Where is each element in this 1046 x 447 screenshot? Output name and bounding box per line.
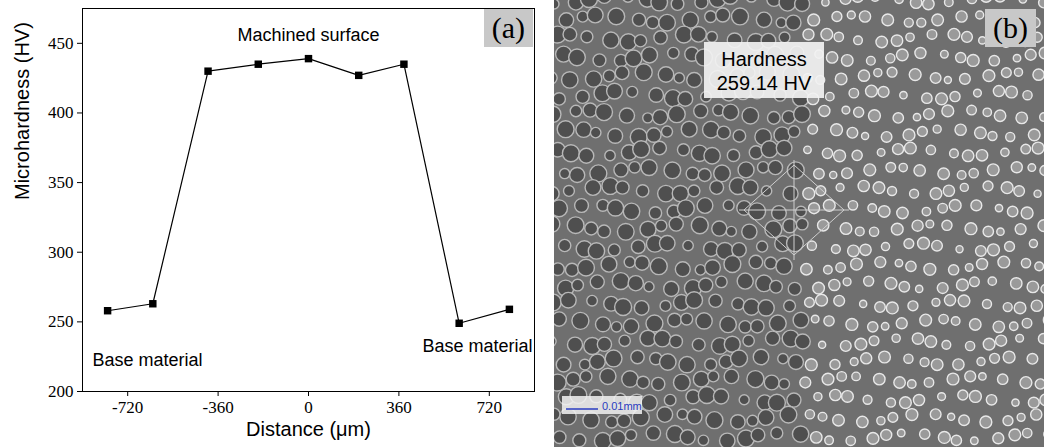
svg-text:400: 400	[48, 103, 74, 122]
svg-text:200: 200	[48, 382, 74, 401]
svg-text:Machined surface: Machined surface	[237, 25, 379, 45]
svg-text:-720: -720	[112, 398, 143, 417]
svg-text:-360: -360	[203, 398, 234, 417]
svg-text:259.14 HV: 259.14 HV	[717, 72, 812, 94]
svg-text:Hardness: Hardness	[721, 48, 807, 70]
svg-text:Microhardness (HV): Microhardness (HV)	[11, 22, 33, 200]
html-text:(a): (a)	[491, 11, 525, 44]
svg-text:0.01mm: 0.01mm	[602, 400, 642, 412]
svg-text:Distance (μm): Distance (μm)	[246, 418, 371, 440]
svg-text:Base material: Base material	[93, 350, 203, 370]
svg-text:300: 300	[48, 243, 74, 262]
svg-text:450: 450	[48, 34, 74, 53]
svg-text:360: 360	[386, 398, 412, 417]
html-text:(b): (b)	[993, 11, 1028, 44]
svg-text:350: 350	[48, 173, 74, 192]
svg-text:250: 250	[48, 312, 74, 331]
svg-text:0: 0	[304, 398, 313, 417]
svg-text:Base material: Base material	[422, 336, 532, 356]
svg-text:720: 720	[477, 398, 503, 417]
